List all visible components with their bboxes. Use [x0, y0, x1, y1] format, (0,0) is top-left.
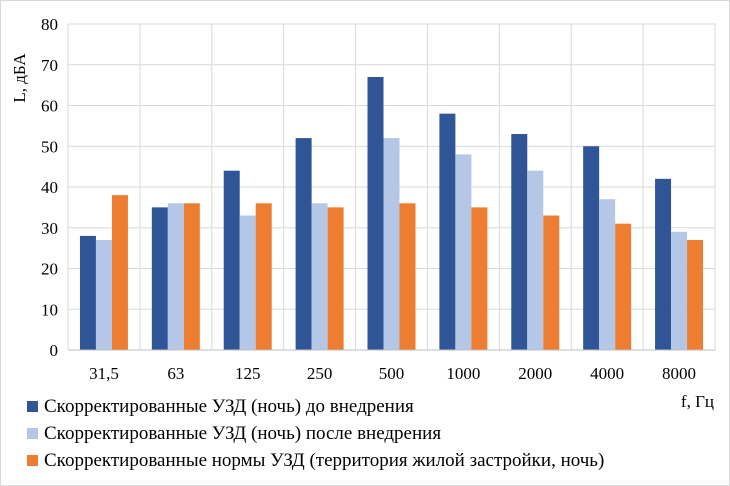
x-tick-label: 8000 — [662, 364, 696, 383]
tick-labels: 0 10 20 30 40 50 60 70 80 31,5 63 125 250 500 1000 2000… — [41, 15, 696, 383]
bar-series-2-1000 — [455, 154, 472, 350]
x-tick-label: 2000 — [518, 364, 552, 383]
bar-series-3-125 — [255, 203, 272, 350]
bar-series-2-63 — [167, 203, 184, 350]
bar-series-3-8000 — [687, 239, 704, 350]
y-tick-label: 60 — [41, 97, 58, 116]
y-tick-label: 80 — [41, 15, 58, 34]
bar-series-3-63 — [183, 203, 200, 350]
bar-series-2-2000 — [527, 170, 544, 350]
bar-series-3-500 — [399, 203, 416, 350]
x-tick-label: 250 — [307, 364, 333, 383]
bar-series-1-4000 — [583, 146, 600, 350]
bar-series-3-250 — [327, 207, 344, 350]
legend-label-1: Скорректированные УЗД (ночь) до внедрени… — [44, 396, 414, 417]
y-tick-label: 40 — [41, 178, 58, 197]
x-tick-label: 4000 — [590, 364, 624, 383]
x-axis-label: f, Гц — [681, 392, 714, 411]
x-tick-label: 31,5 — [89, 364, 119, 383]
x-tick-label: 125 — [235, 364, 261, 383]
legend-label-3: Скорректированные нормы УЗД (территория … — [44, 450, 604, 471]
y-tick-label: 0 — [50, 341, 59, 360]
legend-swatch-2 — [27, 428, 38, 439]
bar-series-2-500 — [383, 138, 400, 350]
bar-series-1-8000 — [655, 178, 672, 350]
bar-series-2-4000 — [599, 199, 616, 350]
bars — [79, 76, 704, 351]
bar-series-3-1000 — [471, 207, 488, 350]
bar-series-1-2000 — [511, 134, 528, 350]
x-tick-label: 63 — [167, 364, 184, 383]
y-tick-label: 10 — [41, 300, 58, 319]
bar-series-1-250 — [295, 138, 312, 350]
bar-series-3-2000 — [543, 215, 560, 350]
y-tick-label: 70 — [41, 56, 58, 75]
bar-series-1-500 — [367, 76, 384, 350]
bar-series-1-125 — [223, 170, 240, 350]
bar-series-2-125 — [239, 215, 256, 350]
bar-series-2-250 — [311, 203, 328, 350]
y-tick-label: 30 — [41, 219, 58, 238]
bar-series-1-31,5 — [79, 235, 96, 350]
y-axis-label: L, дБА — [10, 53, 29, 103]
bar-series-3-31,5 — [111, 195, 128, 350]
legend-swatch-3 — [27, 455, 38, 466]
bar-series-3-4000 — [615, 223, 632, 350]
bar-series-1-63 — [151, 207, 168, 350]
bar-series-2-8000 — [671, 231, 688, 350]
legend-swatch-1 — [27, 401, 38, 412]
bar-series-1-1000 — [439, 113, 456, 351]
x-tick-label: 1000 — [446, 364, 480, 383]
y-tick-label: 20 — [41, 260, 58, 279]
bar-series-2-31,5 — [95, 239, 112, 350]
legend-label-2: Скорректированные УЗД (ночь) после внедр… — [44, 423, 441, 444]
legend: Скорректированные УЗД (ночь) до внедрени… — [27, 396, 604, 471]
x-tick-label: 500 — [379, 364, 405, 383]
y-tick-label: 50 — [41, 137, 58, 156]
